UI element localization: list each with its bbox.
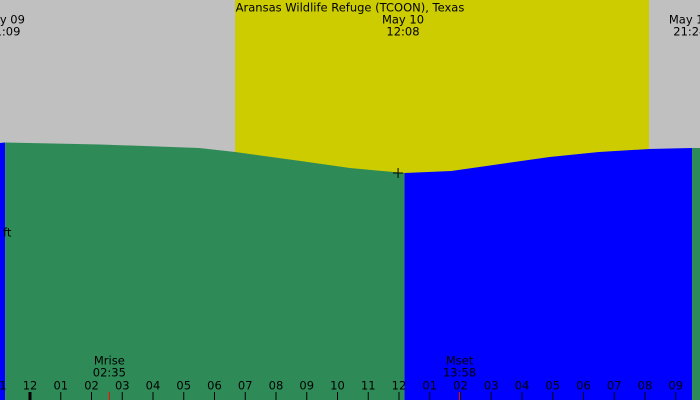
- x-tick-label: 09: [668, 379, 683, 393]
- x-tick-label: 06: [576, 379, 591, 393]
- x-tick-label: 12: [392, 379, 407, 393]
- event-date: May 11: [669, 13, 700, 27]
- x-tick-label: 07: [607, 379, 622, 393]
- y-tick-label: 0 ft: [0, 226, 12, 240]
- x-tick-label: 05: [545, 379, 560, 393]
- x-tick-label: 03: [115, 379, 130, 393]
- x-tick-label: 04: [146, 379, 161, 393]
- event-date: May 10: [382, 13, 424, 27]
- marker: [393, 168, 404, 178]
- x-tick-label: 03: [484, 379, 499, 393]
- x-tick-label: 01: [53, 379, 68, 393]
- x-tick-label: 08: [638, 379, 653, 393]
- tide-area: [5, 142, 405, 400]
- x-tick-label: 10: [330, 379, 345, 393]
- event-date: May 09: [0, 13, 25, 27]
- x-tick-label: 08: [269, 379, 284, 393]
- x-tick-label: 05: [176, 379, 191, 393]
- tide-area: [0, 142, 6, 400]
- tide-area: [404, 148, 693, 400]
- moon-label: Mset: [446, 354, 474, 368]
- x-tick-label: 06: [207, 379, 222, 393]
- x-tick-label: 07: [238, 379, 253, 393]
- event-time: 12:08: [386, 25, 419, 39]
- x-tick-label: 02: [453, 379, 468, 393]
- x-tick-label: 04: [515, 379, 530, 393]
- chart-title: Aransas Wildlife Refuge (TCOON), Texas: [236, 1, 465, 15]
- tide-area: [692, 148, 700, 400]
- event-time: 21:09: [0, 25, 20, 39]
- moon-time: 13:58: [443, 366, 476, 380]
- event-time: 21:24: [673, 25, 700, 39]
- moon-time: 02:35: [93, 366, 126, 380]
- x-tick-label: 11: [0, 379, 7, 393]
- x-tick-label: 11: [361, 379, 376, 393]
- x-tick-label: 12: [23, 379, 38, 393]
- moon-label: Mrise: [94, 354, 125, 368]
- x-tick-label: 09: [299, 379, 314, 393]
- x-tick-label: 01: [422, 379, 437, 393]
- x-tick-label: 02: [84, 379, 99, 393]
